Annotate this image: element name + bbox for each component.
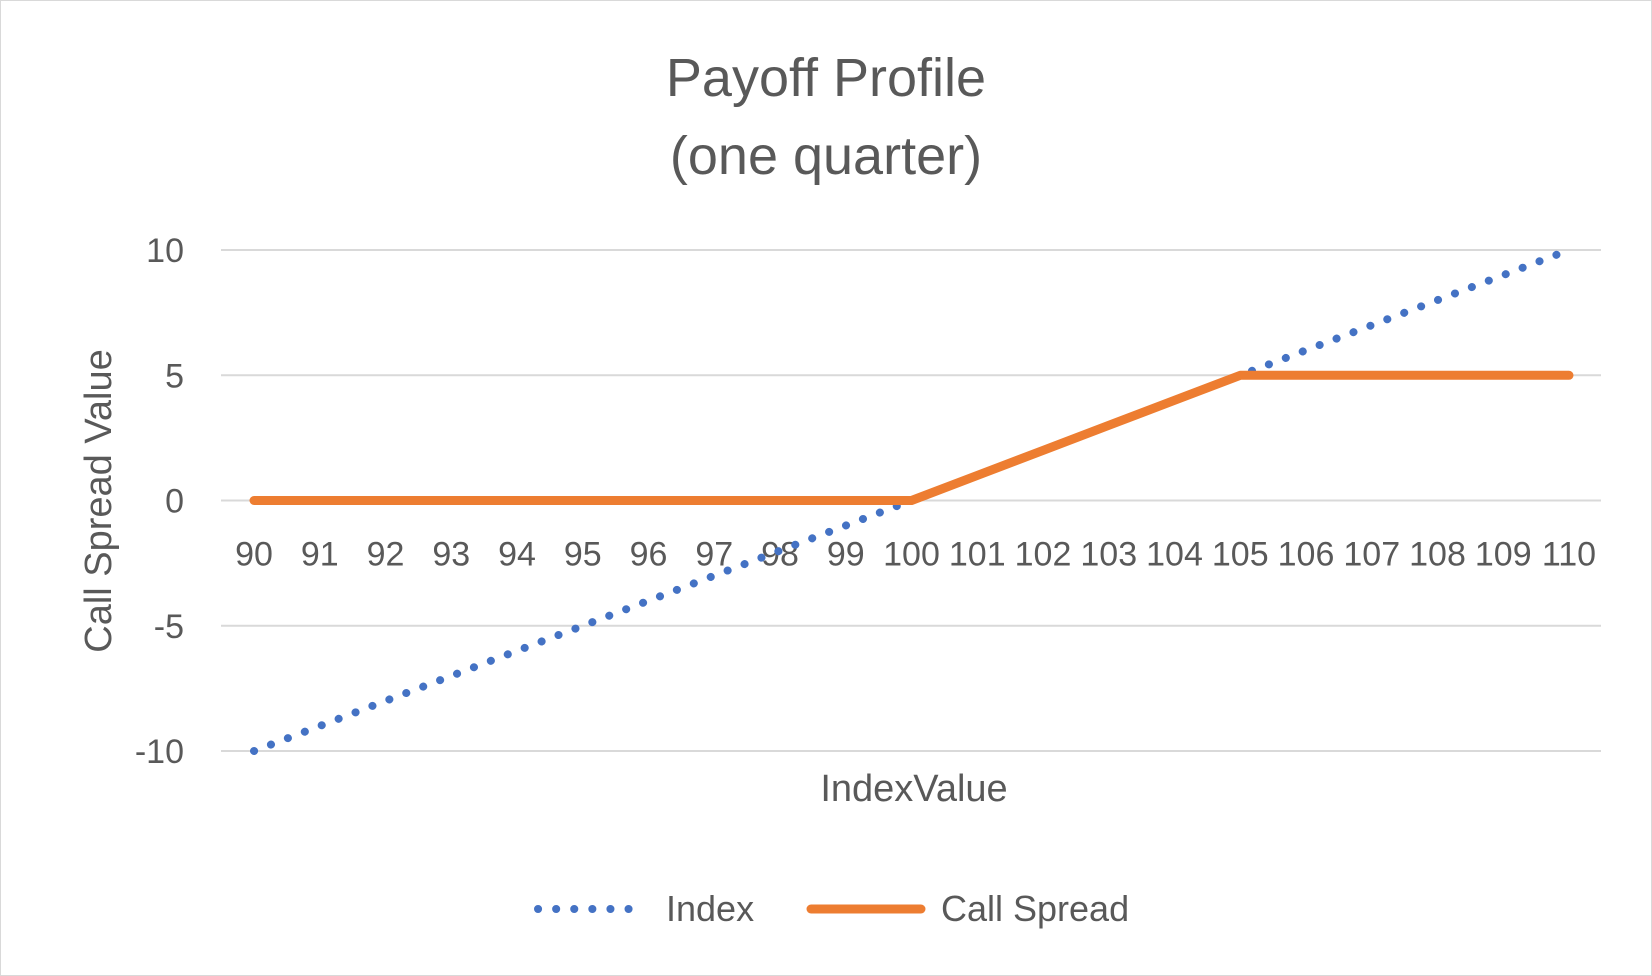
x-tick-label: 104 bbox=[1146, 536, 1203, 574]
series-lines bbox=[249, 246, 1574, 755]
x-tick-label: 102 bbox=[1015, 536, 1072, 574]
x-tick-label: 93 bbox=[432, 536, 470, 574]
x-tick-label: 107 bbox=[1343, 536, 1400, 574]
y-tick-label: -10 bbox=[135, 733, 184, 771]
y-tick-label: 10 bbox=[146, 232, 184, 270]
x-tick-label: 90 bbox=[235, 536, 273, 574]
y-axis-label: Call Spread Value bbox=[78, 349, 120, 652]
legend-label: Index bbox=[666, 888, 754, 929]
x-tick-label: 110 bbox=[1542, 536, 1596, 574]
x-tick-labels: 90 91 92 93 94 95 96 97 98 99 100 101 102 103 104 105 10… bbox=[235, 536, 1596, 574]
legend-label: Call Spread bbox=[941, 888, 1129, 929]
chart-subtitle: (one quarter) bbox=[670, 126, 982, 186]
x-tick-label: 96 bbox=[630, 536, 668, 574]
x-tick-label: 109 bbox=[1475, 536, 1532, 574]
y-tick-label: 5 bbox=[165, 357, 184, 395]
x-tick-label: 100 bbox=[883, 536, 940, 574]
x-tick-label: 108 bbox=[1409, 536, 1466, 574]
legend: Index Call Spread bbox=[534, 888, 1129, 929]
x-tick-label: 99 bbox=[827, 536, 865, 574]
series-line-call-spread bbox=[249, 370, 1574, 505]
y-tick-labels: 10 5 0 -5 -10 bbox=[135, 232, 184, 771]
x-tick-label: 106 bbox=[1278, 536, 1335, 574]
x-tick-label: 103 bbox=[1080, 536, 1137, 574]
x-tick-label: 101 bbox=[949, 536, 1006, 574]
x-tick-label: 92 bbox=[367, 536, 405, 574]
x-tick-label: 94 bbox=[498, 536, 536, 574]
x-tick-label: 105 bbox=[1212, 536, 1269, 574]
y-tick-label: 0 bbox=[165, 483, 184, 521]
y-tick-label: -5 bbox=[154, 608, 184, 646]
x-tick-label: 95 bbox=[564, 536, 602, 574]
x-axis-label: IndexValue bbox=[820, 768, 1007, 810]
x-tick-label: 91 bbox=[301, 536, 339, 574]
chart-title: Payoff Profile bbox=[666, 48, 986, 108]
